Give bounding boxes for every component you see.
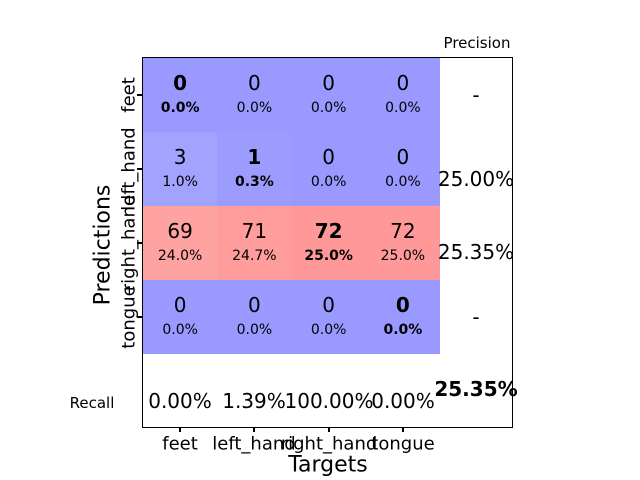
y-tick-label: feet [118, 77, 140, 113]
x-tick-label: left_hand [212, 433, 296, 455]
cell-percent: 24.7% [232, 247, 277, 264]
y-tick-mark [137, 168, 142, 170]
x-tick-mark [253, 427, 255, 432]
cell-count: 0 [248, 292, 261, 317]
cell-percent: 0.0% [310, 321, 347, 338]
cell-count: 0 [322, 292, 335, 317]
recall-value: 100.00% [284, 389, 374, 413]
cell-count: 72 [314, 218, 343, 243]
matrix-cell: 1 0.3% [217, 132, 292, 206]
cell-percent: 0.0% [236, 99, 273, 116]
precision-header: Precision [443, 34, 511, 52]
matrix-cell: 0 0.0% [365, 280, 440, 354]
overall-accuracy-value: 25.35% [434, 377, 518, 401]
x-tick-label: feet [162, 433, 198, 455]
cell-count: 0 [395, 292, 410, 317]
cell-percent: 0.0% [385, 173, 421, 190]
recall-header: Recall [69, 394, 115, 412]
cell-percent: 0.0% [236, 321, 273, 338]
matrix-cell: 69 24.0% [143, 206, 218, 280]
matrix-cell: 0 0.0% [217, 58, 292, 132]
cell-percent: 25.0% [380, 247, 426, 264]
matrix-cell: 0 0.0% [365, 132, 440, 206]
cell-count: 71 [241, 218, 268, 243]
y-tick-mark [137, 316, 142, 318]
cell-percent: 0.0% [385, 99, 421, 116]
precision-value: - [472, 83, 480, 107]
matrix-cell: 0 0.0% [143, 58, 218, 132]
matrix-cell: 71 24.7% [217, 206, 292, 280]
cell-count: 72 [390, 218, 416, 243]
y-tick-mark [137, 94, 142, 96]
matrix-cell: 0 0.0% [291, 58, 366, 132]
cell-count: 0 [173, 292, 187, 317]
precision-value: 25.35% [437, 240, 515, 264]
cell-percent: 25.0% [304, 247, 353, 264]
cell-percent: 24.0% [157, 247, 203, 264]
x-axis-label: Targets [288, 452, 368, 478]
cell-percent: 0.0% [310, 99, 347, 116]
y-tick-label: right_hand [118, 194, 140, 292]
cell-count: 1 [247, 144, 262, 169]
matrix-cell: 0 0.0% [291, 132, 366, 206]
cell-count: 0 [396, 70, 410, 95]
cell-count: 69 [167, 218, 193, 243]
cell-count: 0 [396, 144, 410, 169]
y-tick-mark [137, 242, 142, 244]
x-tick-label: tongue [371, 433, 435, 455]
cell-percent: 0.0% [383, 321, 423, 338]
matrix-grid: 0 0.0% 0 0.0% 0 0.0% 0 0.0% 3 1.0% 1 0.3… [143, 58, 440, 354]
cell-percent: 0.3% [234, 173, 274, 190]
matrix-cell: 3 1.0% [143, 132, 218, 206]
cell-count: 3 [173, 144, 187, 169]
cell-count: 0 [322, 70, 335, 95]
precision-value: 25.00% [437, 167, 515, 191]
x-tick-label: right_hand [280, 433, 378, 455]
cell-percent: 0.0% [160, 99, 200, 116]
x-tick-mark [328, 427, 330, 432]
cell-percent: 1.0% [162, 173, 198, 190]
cell-count: 0 [173, 70, 188, 95]
matrix-cell: 72 25.0% [291, 206, 366, 280]
matrix-cell: 0 0.0% [143, 280, 218, 354]
matrix-cell: 0 0.0% [291, 280, 366, 354]
cell-count: 0 [248, 70, 261, 95]
matrix-cell: 0 0.0% [365, 58, 440, 132]
cell-percent: 0.0% [310, 173, 347, 190]
recall-value: 0.00% [371, 389, 435, 413]
y-axis-label: Predictions [90, 184, 116, 306]
x-tick-mark [179, 427, 181, 432]
matrix-cell: 72 25.0% [365, 206, 440, 280]
recall-value: 0.00% [148, 389, 212, 413]
matrix-cell: 0 0.0% [217, 280, 292, 354]
recall-value: 1.39% [222, 389, 286, 413]
cell-count: 0 [322, 144, 335, 169]
cell-percent: 0.0% [162, 321, 198, 338]
precision-value: - [472, 305, 480, 329]
y-tick-label: tongue [118, 285, 140, 349]
x-tick-mark [402, 427, 404, 432]
